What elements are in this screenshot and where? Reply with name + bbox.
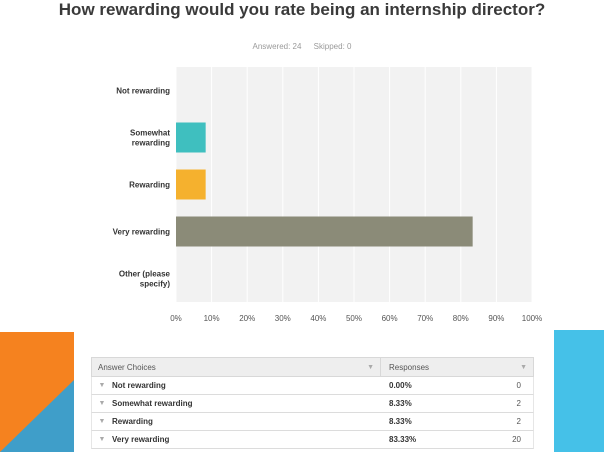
sort-icon[interactable]: ▼ [520, 363, 527, 371]
cyan-corner-shape [554, 330, 604, 452]
x-tick-label: 0% [170, 314, 182, 323]
y-category-label: Not rewarding [116, 87, 170, 96]
x-tick-label: 100% [522, 314, 542, 323]
x-tick-label: 70% [417, 314, 433, 323]
table-row: ▼ Not rewarding 0.00% 0 [91, 377, 534, 395]
choice-percent: 0.00% [389, 381, 412, 390]
table-row: ▼ Somewhat rewarding 8.33% 2 [91, 395, 534, 413]
chevron-down-icon[interactable]: ▼ [98, 418, 106, 425]
table-row: ▼ Very rewarding 83.33% 20 [91, 431, 534, 449]
blue-corner-shape [0, 380, 74, 452]
header-responses[interactable]: Responses ▼ [389, 362, 527, 372]
x-tick-label: 30% [275, 314, 291, 323]
bar-chart: 0% 10% 20% 30% 40% 50% 60% 70% 80% 90% 100% Not rew… [113, 67, 542, 323]
x-tick-label: 80% [453, 314, 469, 323]
table-header: Answer Choices ▼ Responses ▼ [91, 357, 534, 377]
choice-label: Rewarding [112, 417, 153, 426]
chart-title: How rewarding would you rate being an in… [58, 0, 546, 19]
answered-count: Answered: 24 [252, 42, 302, 51]
header-answer-choices[interactable]: Answer Choices ▼ [92, 358, 381, 376]
x-tick-label: 50% [346, 314, 362, 323]
choice-count: 2 [516, 399, 521, 408]
bar [176, 122, 206, 153]
decorative-corner-shapes [0, 332, 74, 452]
chevron-down-icon[interactable]: ▼ [98, 436, 106, 443]
chevron-down-icon[interactable]: ▼ [98, 382, 106, 389]
chevron-down-icon[interactable]: ▼ [98, 400, 106, 407]
y-category-label: Very rewarding [113, 228, 170, 237]
choice-percent: 8.33% [389, 399, 412, 408]
x-tick-label: 40% [310, 314, 326, 323]
choice-label: Somewhat rewarding [112, 399, 193, 408]
x-tick-label: 60% [382, 314, 398, 323]
bar [176, 216, 473, 247]
choice-label: Not rewarding [112, 381, 166, 390]
skipped-count: Skipped: 0 [313, 42, 352, 51]
y-category-label: Somewhat rewarding [130, 129, 170, 148]
y-category-label: Other (please specify) [119, 270, 171, 289]
choice-percent: 83.33% [389, 435, 417, 444]
choice-percent: 8.33% [389, 417, 412, 426]
table-row: ▼ Rewarding 8.33% 2 [91, 413, 534, 431]
bar [176, 169, 206, 200]
choice-count: 20 [512, 435, 521, 444]
choice-label: Very rewarding [112, 435, 170, 444]
sort-icon[interactable]: ▼ [367, 363, 374, 371]
x-tick-label: 10% [204, 314, 220, 323]
x-tick-label: 20% [239, 314, 255, 323]
response-stats: Answered: 24 Skipped: 0 [0, 42, 604, 51]
answer-table: Answer Choices ▼ Responses ▼ ▼ Not reward… [91, 357, 534, 449]
y-category-label: Rewarding [129, 181, 170, 190]
x-tick-label: 90% [488, 314, 504, 323]
choice-count: 2 [516, 417, 521, 426]
choice-count: 0 [516, 381, 521, 390]
